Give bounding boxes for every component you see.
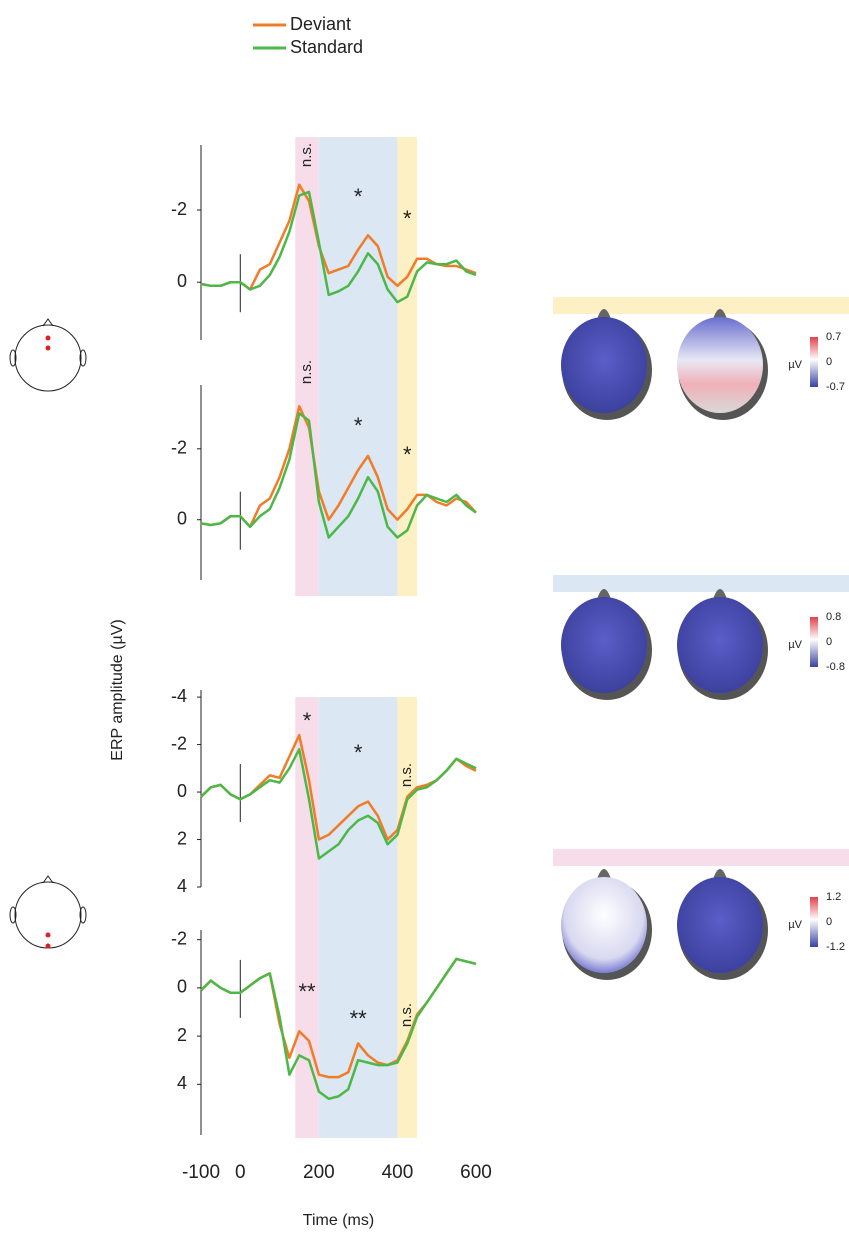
significance-label: n.s. (398, 763, 415, 787)
window-bar (553, 575, 849, 592)
time-window (397, 697, 417, 912)
window-bar (553, 297, 849, 314)
y-tick-label: 2 (177, 1025, 187, 1045)
x-tick-label: 600 (460, 1162, 492, 1183)
colorbar-unit: µV (788, 919, 802, 931)
y-tick-label: -2 (171, 438, 187, 458)
significance-label: * (354, 413, 363, 438)
window-bar (553, 849, 849, 866)
colorbar (810, 617, 818, 667)
colorbar-tick-label: 0 (826, 916, 832, 928)
head-map (677, 877, 763, 973)
y-tick-label: 0 (177, 781, 187, 801)
head-map (677, 317, 763, 413)
colorbar-tick-label: 1.2 (826, 891, 841, 903)
colorbar-tick-label: 0.8 (826, 611, 841, 623)
significance-label: * (354, 740, 363, 765)
colorbar-tick-label: 0 (826, 356, 832, 368)
x-tick-label: 200 (303, 1162, 335, 1183)
colorbar-tick-label: -0.8 (826, 661, 845, 673)
colorbar-tick-label: 0 (826, 636, 832, 648)
time-window (319, 697, 398, 912)
y-tick-label: 2 (177, 828, 187, 848)
significance-label: n.s. (298, 360, 315, 384)
significance-label: * (303, 708, 312, 733)
electrode-icon (10, 319, 86, 391)
time-window (319, 362, 398, 596)
significance-label: * (403, 206, 412, 231)
y-tick-label: 0 (177, 271, 187, 291)
colorbar-tick-label: -1.2 (826, 941, 845, 953)
x-tick-label: 0 (235, 1162, 246, 1183)
y-tick-label: -2 (171, 733, 187, 753)
colorbar-tick-label: -0.7 (826, 381, 845, 393)
colorbar-tick-label: 0.7 (826, 331, 841, 343)
head-map (677, 597, 763, 693)
legend-label: Standard (290, 37, 363, 57)
y-tick-label: 0 (177, 977, 187, 997)
colorbar (810, 897, 818, 947)
colorbar (810, 337, 818, 387)
time-window (397, 362, 417, 596)
y-tick-label: 0 (177, 508, 187, 528)
head-map (561, 317, 647, 413)
head-map (561, 877, 647, 973)
significance-label: ** (350, 1006, 368, 1031)
y-tick-label: 4 (177, 1073, 187, 1093)
time-window (397, 137, 417, 362)
colorbar-unit: µV (788, 359, 802, 371)
x-tick-label: -100 (182, 1162, 220, 1183)
y-tick-label: 4 (177, 876, 187, 896)
time-window (295, 137, 319, 362)
legend-label: Deviant (290, 14, 351, 34)
y-axis-label: ERP amplitude (µV) (109, 619, 126, 760)
significance-label: ** (299, 979, 317, 1004)
significance-label: n.s. (298, 143, 315, 167)
y-tick-label: -2 (171, 199, 187, 219)
time-window (295, 912, 319, 1138)
x-axis-label: Time (ms) (303, 1212, 374, 1229)
x-tick-label: 400 (382, 1162, 414, 1183)
figure: ERP amplitude (µV) DeviantStandardn.s.**… (0, 0, 849, 1231)
significance-label: * (403, 442, 412, 467)
y-tick-label: -4 (171, 686, 187, 706)
y-tick-label: -2 (171, 928, 187, 948)
electrode-icon (10, 876, 86, 949)
significance-label: * (354, 184, 363, 209)
colorbar-unit: µV (788, 639, 802, 651)
head-map (561, 597, 647, 693)
